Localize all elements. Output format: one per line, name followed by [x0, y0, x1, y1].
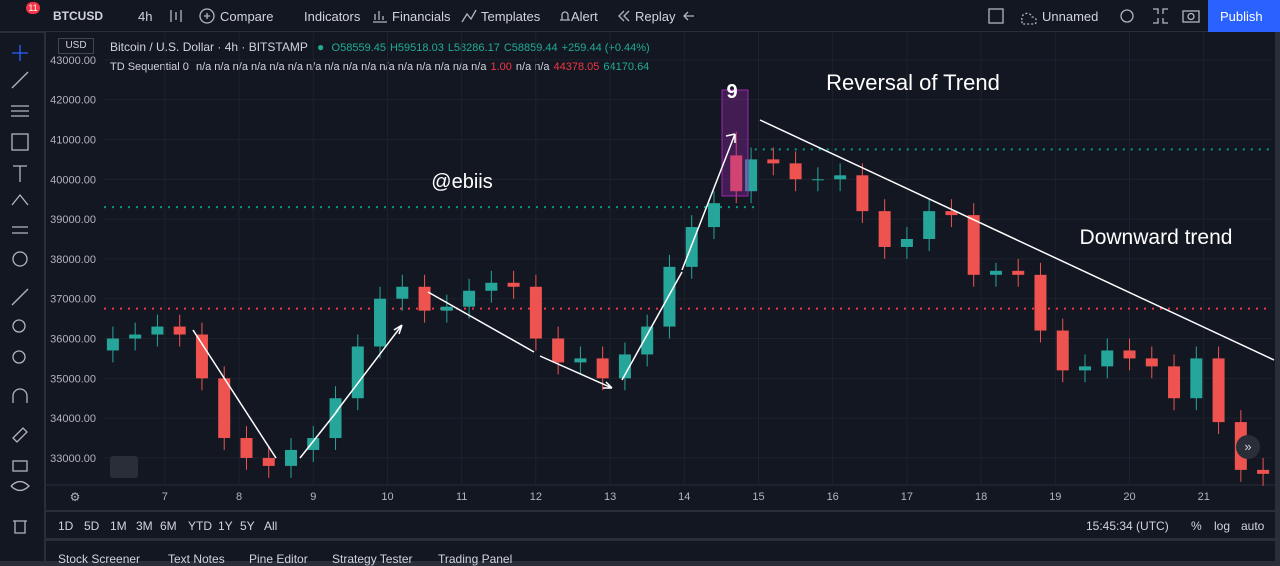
- ohlc: O58559.45 H59518.03 L58286.17 C58859.44 +259…: [328, 42, 650, 54]
- clock: 15:45:34 (UTC): [1086, 519, 1169, 533]
- indicator-value: 44378.05: [553, 61, 600, 73]
- ohlc-value: L58286.17: [447, 42, 500, 54]
- ohlc-value: H59518.03: [389, 42, 444, 54]
- indicator-value: 64170.64: [603, 61, 650, 73]
- indicators[interactable]: Indicators: [304, 9, 361, 24]
- range-button[interactable]: 1D: [58, 519, 74, 533]
- indicator-value: n/a n/a n/a n/a n/a n/a n/a n/a n/a n/a …: [195, 61, 487, 73]
- panel-tab[interactable]: Pine Editor: [249, 552, 308, 566]
- compare[interactable]: Compare: [220, 9, 274, 24]
- ohlc-value: +259.44 (+0.44%): [561, 42, 650, 54]
- currency[interactable]: USD: [58, 38, 94, 54]
- range-button[interactable]: 5D: [84, 519, 100, 533]
- range-button[interactable]: 1M: [110, 519, 127, 533]
- range-button[interactable]: 1Y: [218, 519, 233, 533]
- range-button[interactable]: YTD: [188, 519, 212, 533]
- panel-tab[interactable]: Text Notes: [168, 552, 225, 566]
- sidebar-icons[interactable]: [0, 33, 44, 561]
- alert[interactable]: Alert: [571, 9, 598, 24]
- panel-tab[interactable]: Strategy Tester: [332, 552, 413, 566]
- indicator-value: 1.00: [490, 61, 512, 73]
- symbol[interactable]: BTCUSD: [53, 9, 103, 23]
- toolbar-icons: [170, 8, 1200, 25]
- drawing-sidebar: [0, 33, 44, 561]
- layout-name[interactable]: Unnamed: [1042, 9, 1099, 24]
- top-toolbar: 11 BTCUSD 4h Compare Indicators Financia…: [0, 0, 1280, 32]
- legend-title: Bitcoin / U.S. Dollar · 4h · BITSTAMP: [110, 40, 308, 54]
- ohlc-value: C58859.44: [503, 42, 558, 54]
- bottom-toolbar: 15:45:34 (UTC) 1D 5D 1M 3M 6M YTD 1Y 5Y All% log a…: [46, 512, 1275, 538]
- scale-option[interactable]: %: [1191, 519, 1202, 533]
- range-button[interactable]: All: [264, 519, 278, 533]
- indicator-value: n/a n/a: [515, 61, 550, 73]
- publish[interactable]: Publish: [1220, 9, 1263, 24]
- legend: Bitcoin / U.S. Dollar · 4h · BITSTAMP ● …: [110, 40, 650, 54]
- bottom-tabs: Stock Screener Text Notes Pine Editor Strat…: [46, 541, 1275, 566]
- replay[interactable]: Replay: [635, 9, 676, 24]
- badge: 11: [26, 2, 40, 14]
- financials[interactable]: Financials: [392, 9, 451, 24]
- indicator-legend: TD Sequential 0 n/a n/a n/a n/a n/a n/a …: [110, 61, 649, 73]
- panel-tab[interactable]: Trading Panel: [438, 552, 513, 566]
- range-button[interactable]: 5Y: [240, 519, 255, 533]
- panel-tab[interactable]: Stock Screener: [58, 552, 141, 566]
- scale-option[interactable]: auto: [1241, 519, 1265, 533]
- publish-button[interactable]: [1208, 0, 1280, 32]
- templates[interactable]: Templates: [481, 9, 541, 24]
- chart-pane: USD Bitcoin / U.S. Dollar · 4h · BITSTAM…: [46, 32, 1275, 510]
- indicator-name: TD Sequential 0: [110, 61, 189, 73]
- interval[interactable]: 4h: [138, 9, 153, 24]
- scale-option[interactable]: log: [1214, 519, 1231, 533]
- ohlc-value: O58559.45: [331, 42, 386, 54]
- range-button[interactable]: 6M: [160, 519, 177, 533]
- range-button[interactable]: 3M: [136, 519, 153, 533]
